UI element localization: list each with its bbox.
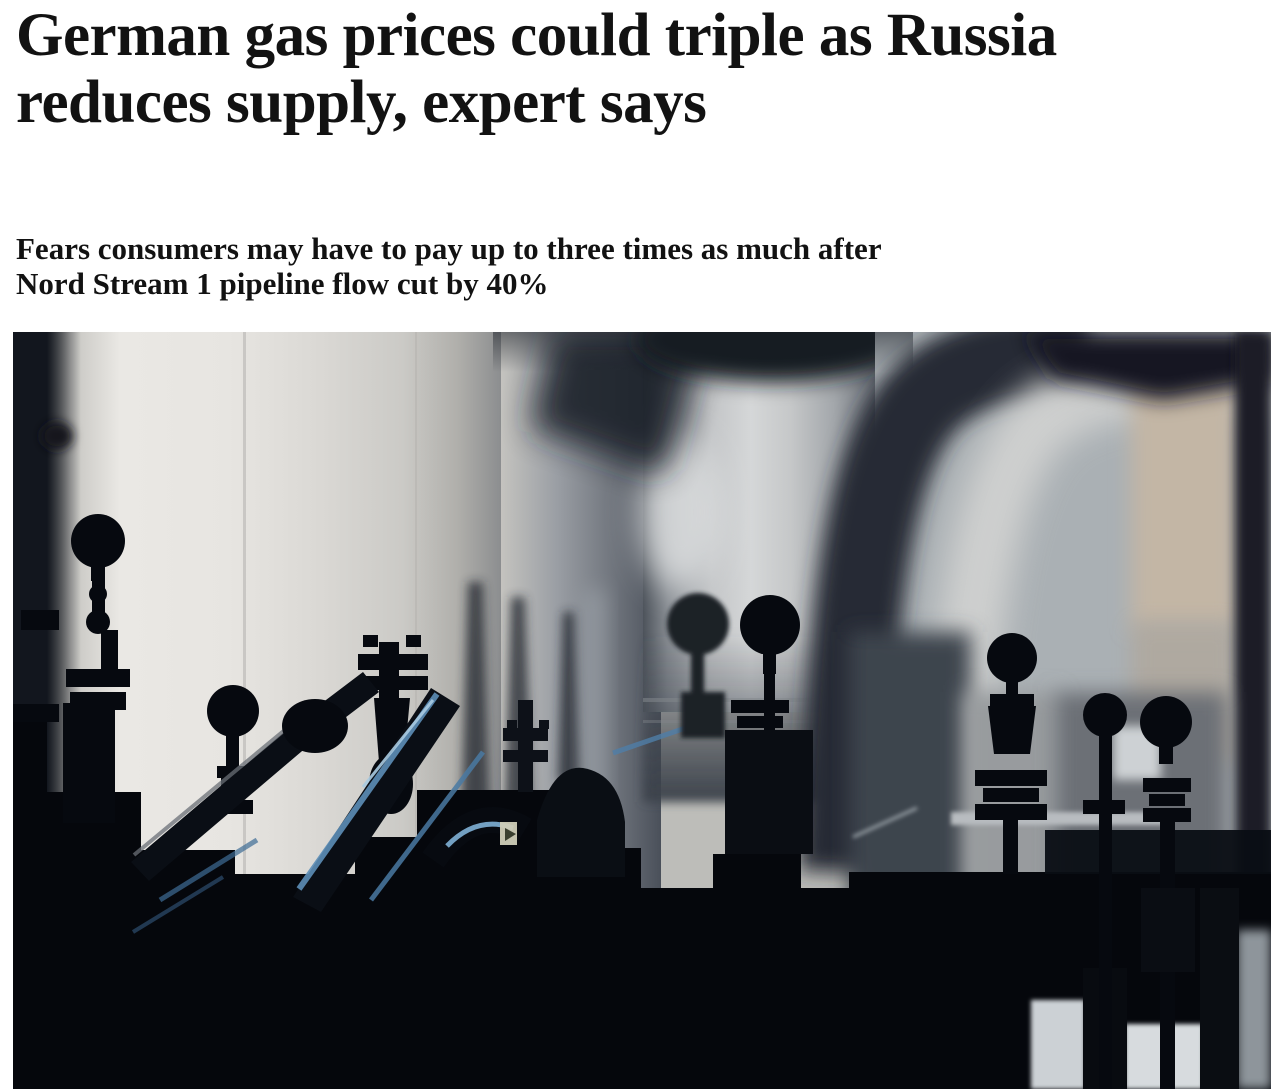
beige-wall <box>1131 378 1237 628</box>
hose-arc-silhouette <box>422 807 532 868</box>
article-hero-image <box>13 332 1271 1089</box>
article-standfirst: Fears consumers may have to pay up to th… <box>16 231 1166 301</box>
headline-line-1: German gas prices could triple as Russia <box>16 2 1057 69</box>
equipment-mass-silhouette <box>13 720 1271 1089</box>
bottom-right-light-patches <box>1031 888 1271 1089</box>
tall-gauge-pair-silhouette <box>612 593 813 854</box>
diagonal-beam-silhouettes <box>131 672 485 934</box>
photo-foreground-silhouettes <box>13 514 1271 1089</box>
pressure-gauge-silhouette-left <box>13 514 130 823</box>
blue-highlight-beam <box>296 692 440 891</box>
twin-gauge-stacks-far-right <box>1045 693 1271 1089</box>
article-headline: German gas prices could triple as Russia… <box>16 2 1268 136</box>
valve-stack-silhouette-right <box>975 633 1047 874</box>
standfirst-line-2: Nord Stream 1 pipeline flow cut by 40% <box>16 266 549 301</box>
pipeline-photo-illustration <box>13 332 1271 1089</box>
standfirst-line-1: Fears consumers may have to pay up to th… <box>16 231 882 266</box>
headline-line-2: reduces supply, expert says <box>16 69 707 136</box>
valve-stack-shadow <box>503 700 625 877</box>
